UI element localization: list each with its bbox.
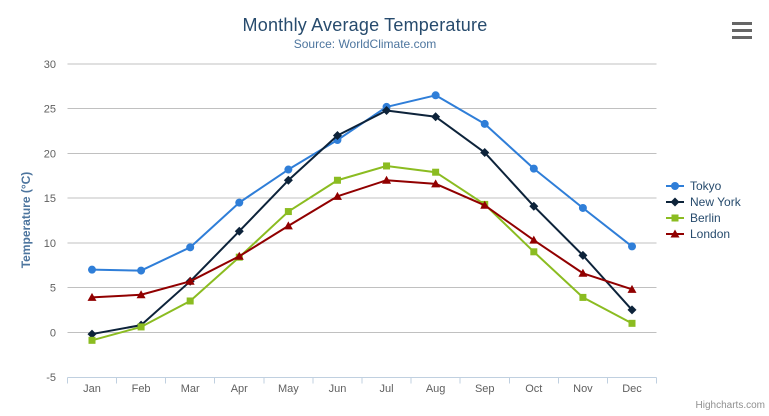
legend-item-new-york[interactable]: New York	[665, 194, 741, 210]
x-axis-label-oct: Oct	[525, 383, 542, 395]
series-london[interactable]	[87, 175, 637, 301]
y-axis-label: 25	[44, 104, 56, 116]
legend-label-berlin: Berlin	[690, 211, 721, 225]
legend-label-new-york: New York	[690, 195, 741, 209]
y-axis-label: 0	[50, 327, 56, 339]
legend: Tokyo New York Berlin London	[665, 178, 741, 242]
x-axis-label-jun: Jun	[329, 383, 347, 395]
y-axis-label: 5	[50, 283, 56, 295]
y-axis-labels: -5 0 5 10 15 20 25 30	[44, 59, 56, 384]
legend-item-london[interactable]: London	[665, 226, 741, 242]
legend-item-tokyo[interactable]: Tokyo	[665, 178, 741, 194]
series-new-york[interactable]	[87, 106, 637, 339]
legend-label-tokyo: Tokyo	[690, 179, 722, 193]
x-axis-label-may: May	[278, 383, 299, 395]
export-menu-button[interactable]	[732, 21, 753, 39]
y-gridlines	[67, 63, 657, 333]
chart-subtitle: Source: WorldClimate.com	[293, 37, 437, 51]
y-axis-label: 20	[44, 148, 56, 160]
chart-title: Monthly Average Temperature	[242, 15, 488, 35]
legend-marker-tokyo	[666, 182, 684, 190]
x-axis-labels: Jan Feb Mar Apr May Jun Jul Aug Sep Oct Nov Dec	[83, 383, 642, 395]
x-axis-label-dec: Dec	[622, 383, 642, 395]
legend-item-berlin[interactable]: Berlin	[665, 210, 741, 226]
legend-marker-berlin	[666, 214, 684, 222]
legend-marker-new-york	[666, 197, 684, 207]
x-axis-label-nov: Nov	[573, 383, 593, 395]
y-axis-title: Temperature (°C)	[19, 171, 33, 269]
series-tokyo[interactable]	[88, 91, 636, 275]
y-axis-label: 10	[44, 238, 56, 250]
x-axis-label-apr: Apr	[231, 383, 248, 395]
y-axis-label: 15	[44, 193, 56, 205]
highcharts-credits-link[interactable]: Highcharts.com	[695, 400, 765, 411]
x-axis-label-sep: Sep	[475, 383, 495, 395]
y-axis-label: 30	[44, 59, 56, 71]
x-axis-label-mar: Mar	[181, 383, 200, 395]
legend-label-london: London	[690, 227, 731, 241]
x-axis	[66, 377, 658, 384]
legend-marker-london	[666, 229, 684, 238]
x-axis-label-feb: Feb	[132, 383, 151, 395]
x-axis-label-jul: Jul	[380, 383, 394, 395]
y-axis-label: -5	[46, 372, 56, 384]
x-axis-label-aug: Aug	[426, 383, 446, 395]
hamburger-menu-icon	[732, 21, 753, 39]
x-axis-label-jan: Jan	[83, 383, 101, 395]
